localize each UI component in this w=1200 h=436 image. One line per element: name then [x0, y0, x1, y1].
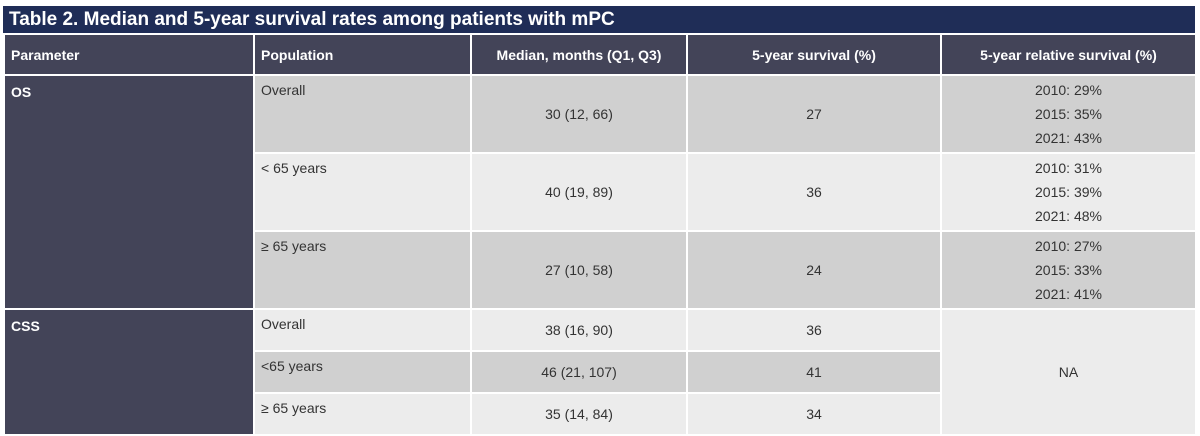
survival-cell: 27	[686, 74, 942, 154]
median-cell: 35 (14, 84)	[470, 392, 688, 436]
survival-cell: 36	[686, 152, 942, 232]
population-cell: < 65 years	[253, 152, 472, 232]
relative-survival-line: 2010: 31%	[1035, 160, 1102, 176]
survival-cell: 34	[686, 392, 942, 436]
survival-cell: 36	[686, 308, 942, 352]
table-row: CSS Overall 38 (16, 90) 36 NA	[3, 308, 1197, 436]
column-header-population: Population	[253, 33, 472, 76]
survival-table: Parameter Population Median, months (Q1,…	[3, 33, 1197, 436]
parameter-css: CSS	[3, 308, 255, 436]
relative-survival-cell: 2010: 31% 2015: 39% 2021: 48%	[940, 152, 1197, 232]
population-cell: Overall	[253, 308, 472, 352]
column-header-survival: 5-year survival (%)	[686, 33, 942, 76]
header-row: Parameter Population Median, months (Q1,…	[3, 33, 1197, 76]
population-cell: ≥ 65 years	[253, 230, 472, 310]
survival-cell: 41	[686, 350, 942, 394]
relative-survival-cell: 2010: 29% 2015: 35% 2021: 43%	[940, 74, 1197, 154]
relative-survival-line: 2010: 27%	[1035, 238, 1102, 254]
table-row: OS Overall 30 (12, 66) 27 2010: 29% 2015…	[3, 74, 1197, 310]
relative-survival-line: 2015: 33%	[1035, 262, 1102, 278]
column-header-relative-survival: 5-year relative survival (%)	[940, 33, 1197, 76]
column-header-median: Median, months (Q1, Q3)	[470, 33, 688, 76]
median-cell: 38 (16, 90)	[470, 308, 688, 352]
median-cell: 40 (19, 89)	[470, 152, 688, 232]
population-cell: Overall	[253, 74, 472, 154]
median-cell: 30 (12, 66)	[470, 74, 688, 154]
population-cell: <65 years	[253, 350, 472, 394]
median-cell: 46 (21, 107)	[470, 350, 688, 394]
relative-survival-line: 2021: 48%	[1035, 208, 1102, 224]
relative-survival-line: 2021: 43%	[1035, 130, 1102, 146]
table-row: < 65 years 40 (19, 89) 36 2010: 31% 2015…	[4, 152, 1197, 232]
table-row: ≥ 65 years 27 (10, 58) 24 2010: 27% 2015…	[4, 230, 1197, 310]
relative-survival-line: 2015: 35%	[1035, 106, 1102, 122]
table-title: Table 2. Median and 5-year survival rate…	[3, 6, 1195, 33]
table-row: ≥ 65 years 35 (14, 84) 34	[4, 392, 1196, 436]
relative-survival-line: 2015: 39%	[1035, 184, 1102, 200]
parameter-os: OS	[3, 74, 255, 310]
population-cell: ≥ 65 years	[253, 392, 472, 436]
median-cell: 27 (10, 58)	[470, 230, 688, 310]
survival-cell: 24	[686, 230, 942, 310]
relative-survival-cell: 2010: 27% 2015: 33% 2021: 41%	[940, 230, 1197, 310]
column-header-parameter: Parameter	[3, 33, 255, 76]
relative-survival-line: 2021: 41%	[1035, 286, 1102, 302]
relative-survival-na: NA	[940, 308, 1197, 436]
relative-survival-line: 2010: 29%	[1035, 82, 1102, 98]
table-row: <65 years 46 (21, 107) 41	[4, 350, 1196, 394]
